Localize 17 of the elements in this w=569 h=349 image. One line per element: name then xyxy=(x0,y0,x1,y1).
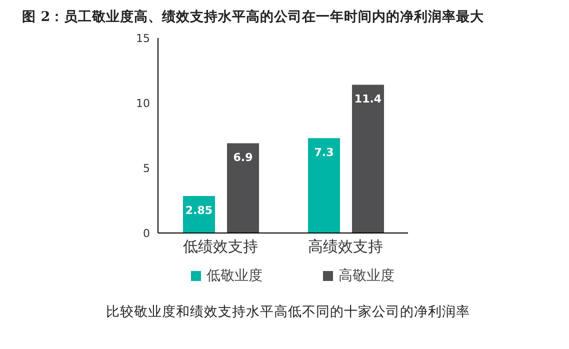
data-label: 11.4 xyxy=(354,92,382,106)
legend-label: 低敬业度 xyxy=(206,267,262,285)
data-label: 7.3 xyxy=(314,146,334,159)
data-label: 2.85 xyxy=(185,204,213,217)
x-tick-label: 低绩效支持 xyxy=(183,238,258,256)
legend-label: 高敬业度 xyxy=(338,267,394,285)
text: 比较敬业度和绩效支持水平高低不同的十家公司的净利润率 xyxy=(105,303,471,321)
chart-title: 图 2：员工敬业度高、绩效支持水平高的公司在一年时间内的净利润率最大 xyxy=(22,8,486,26)
bar xyxy=(308,138,340,233)
y-tick-label: 10 xyxy=(136,96,150,110)
bar xyxy=(352,84,384,233)
y-tick-label: 5 xyxy=(143,162,150,175)
y-tick-label: 15 xyxy=(136,32,150,45)
x-tick-label: 高绩效支持 xyxy=(308,238,383,256)
y-tick-label: 0 xyxy=(143,226,150,240)
data-label: 6.9 xyxy=(233,151,253,164)
bar xyxy=(227,143,259,233)
